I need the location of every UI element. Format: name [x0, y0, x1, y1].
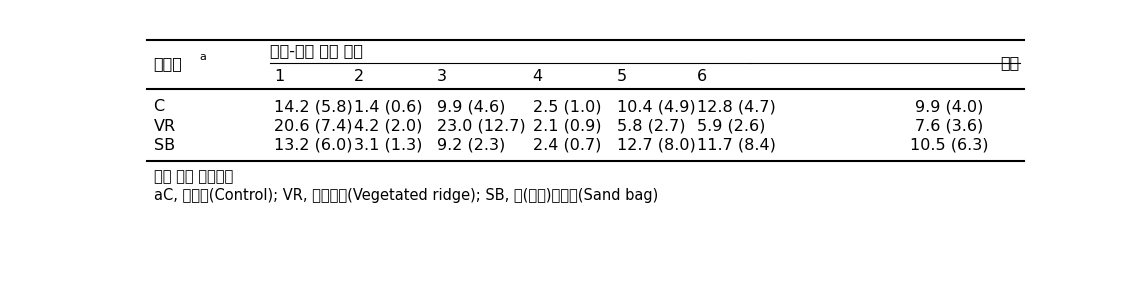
Text: 7.6 (3.6): 7.6 (3.6) — [914, 119, 983, 134]
Text: 3: 3 — [437, 69, 447, 84]
Text: 괄호 안은 표준오차: 괄호 안은 표준오차 — [153, 169, 233, 184]
Text: 처리구: 처리구 — [153, 56, 183, 71]
Text: 23.0 (12.7): 23.0 (12.7) — [437, 119, 526, 134]
Text: 1: 1 — [274, 69, 285, 84]
Text: 13.2 (6.0): 13.2 (6.0) — [274, 138, 352, 153]
Text: 14.2 (5.8): 14.2 (5.8) — [274, 100, 353, 114]
Text: 10.4 (4.9): 10.4 (4.9) — [617, 100, 695, 114]
Text: 2.4 (0.7): 2.4 (0.7) — [533, 138, 601, 153]
Text: 2: 2 — [353, 69, 363, 84]
Text: SB: SB — [153, 138, 175, 153]
Text: 4: 4 — [533, 69, 543, 84]
Text: 평균: 평균 — [1000, 56, 1020, 70]
Text: 강우-유출 사상 번호: 강우-유출 사상 번호 — [270, 43, 362, 58]
Text: 5.9 (2.6): 5.9 (2.6) — [696, 119, 765, 134]
Text: aC, 대조구(Control); VR, 식생두둥(Vegetated ridge); SB, 흥(모래)주머니(Sand bag): aC, 대조구(Control); VR, 식생두둥(Vegetated rid… — [153, 188, 657, 203]
Text: C: C — [153, 100, 165, 114]
Text: 20.6 (7.4): 20.6 (7.4) — [274, 119, 352, 134]
Text: 11.7 (8.4): 11.7 (8.4) — [696, 138, 775, 153]
Text: 4.2 (2.0): 4.2 (2.0) — [353, 119, 422, 134]
Text: 12.7 (8.0): 12.7 (8.0) — [617, 138, 696, 153]
Text: 3.1 (1.3): 3.1 (1.3) — [353, 138, 422, 153]
Text: a: a — [200, 52, 207, 62]
Text: 9.9 (4.6): 9.9 (4.6) — [437, 100, 505, 114]
Text: 2.1 (0.9): 2.1 (0.9) — [533, 119, 601, 134]
Text: 1.4 (0.6): 1.4 (0.6) — [353, 100, 422, 114]
Text: 5.8 (2.7): 5.8 (2.7) — [617, 119, 686, 134]
Text: 9.9 (4.0): 9.9 (4.0) — [914, 100, 983, 114]
Text: VR: VR — [153, 119, 176, 134]
Text: 6: 6 — [696, 69, 706, 84]
Text: 2.5 (1.0): 2.5 (1.0) — [533, 100, 601, 114]
Text: 10.5 (6.3): 10.5 (6.3) — [910, 138, 989, 153]
Text: 9.2 (2.3): 9.2 (2.3) — [437, 138, 505, 153]
Text: 5: 5 — [617, 69, 626, 84]
Text: 12.8 (4.7): 12.8 (4.7) — [696, 100, 775, 114]
